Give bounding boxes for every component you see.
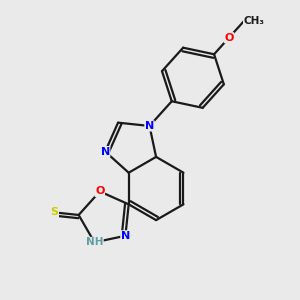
Text: O: O (95, 187, 104, 196)
Text: N: N (121, 231, 130, 241)
Text: S: S (50, 207, 59, 218)
Text: N: N (145, 121, 154, 131)
Text: N: N (100, 146, 110, 157)
Text: CH₃: CH₃ (244, 16, 265, 26)
Text: NH: NH (86, 237, 103, 247)
Text: O: O (224, 33, 234, 43)
